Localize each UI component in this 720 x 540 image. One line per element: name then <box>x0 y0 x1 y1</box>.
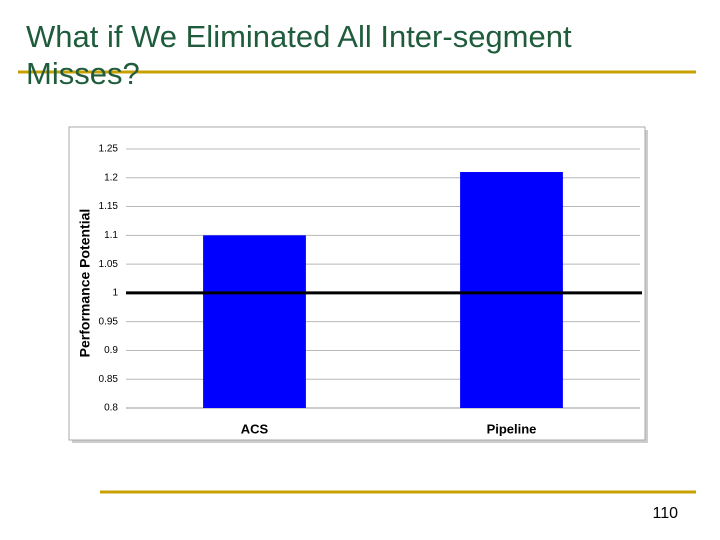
y-tick-label: 0.95 <box>99 316 119 327</box>
y-tick-label: 1.05 <box>99 259 119 270</box>
page-number: 110 <box>652 505 678 522</box>
y-tick-label: 1.15 <box>99 201 119 212</box>
y-tick-label: 1.2 <box>104 172 118 183</box>
y-tick-label: 0.9 <box>104 345 118 356</box>
x-tick-label: Pipeline <box>487 421 537 436</box>
bar <box>460 172 563 408</box>
y-tick-label: 0.85 <box>99 374 119 385</box>
x-tick-label: ACS <box>241 421 269 436</box>
y-tick-label: 0.8 <box>104 403 118 414</box>
bar <box>203 235 306 408</box>
y-axis-label: Performance Potential <box>77 209 93 358</box>
y-tick-label: 1 <box>112 288 118 299</box>
y-tick-label: 1.1 <box>104 230 118 241</box>
y-tick-label: 1.25 <box>99 144 119 155</box>
slide-title: What if We Eliminated All Inter-segment … <box>26 19 572 91</box>
